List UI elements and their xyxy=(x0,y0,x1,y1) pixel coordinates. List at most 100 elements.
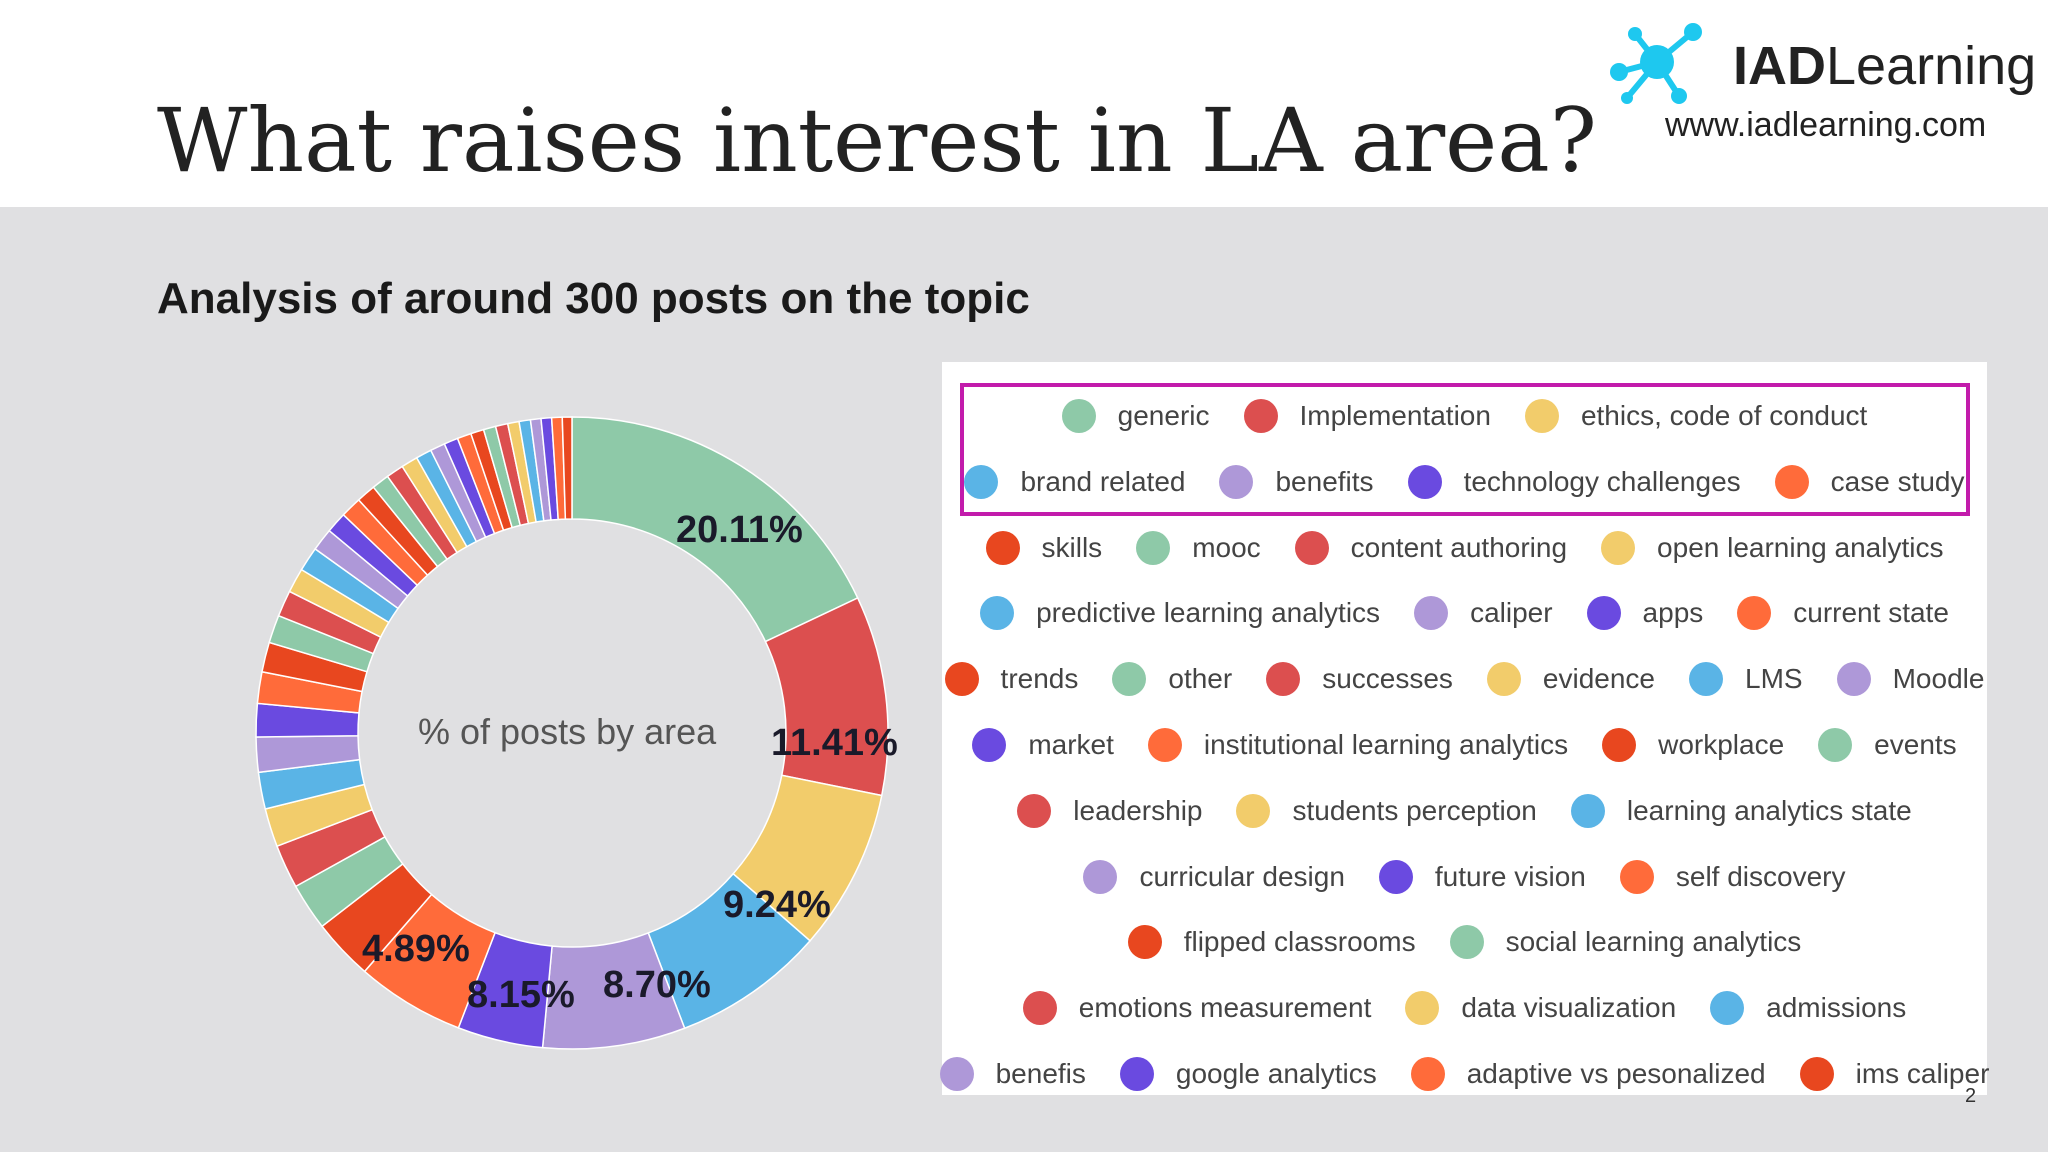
legend-dot-icon xyxy=(1602,728,1637,762)
donut-slice-slice-38 xyxy=(540,416,559,521)
legend-item: adaptive vs pesonalized xyxy=(1410,1057,1766,1091)
donut-slice-slice-21 xyxy=(314,529,409,610)
slice-label-technology-challenges: 4.89% xyxy=(362,928,470,970)
legend-dot-icon xyxy=(1266,662,1301,697)
donut-slice-slice-35 xyxy=(506,420,537,525)
donut-slice-slice-28 xyxy=(415,449,478,548)
donut-slice-implementation xyxy=(764,596,889,797)
legend-row: brand related benefits technology challeng… xyxy=(942,457,1987,507)
donut-slice-slice-34 xyxy=(494,422,530,527)
donut-slice-slice-40 xyxy=(561,416,573,520)
legend-dot-icon xyxy=(1799,1057,1834,1091)
donut-slice-slice-25 xyxy=(372,475,449,568)
slice-label-brand-related: 8.70% xyxy=(603,964,711,1006)
donut-slice-slice-20 xyxy=(300,547,400,624)
legend-label: flipped classrooms xyxy=(1183,926,1416,958)
legend-label: successes xyxy=(1322,663,1453,695)
legend-dot-icon xyxy=(1818,728,1853,762)
legend-label: ethics, code of conduct xyxy=(1580,400,1868,431)
donut-slice-slice-27 xyxy=(401,456,468,554)
legend-label: skills xyxy=(1041,531,1103,563)
legend-item: flipped classrooms xyxy=(1127,925,1416,960)
donut-slice-slice-12 xyxy=(257,758,366,810)
legend-item: workplace xyxy=(1602,728,1784,762)
slide-header: What raises interest in LA area? IADLear… xyxy=(0,0,2048,207)
legend-dot-icon xyxy=(1147,728,1182,762)
donut-slice-slice-15 xyxy=(256,670,363,714)
logo-wordmark-rest: Learning xyxy=(1826,36,2037,96)
legend-row: predictive learning analytics caliper apps… xyxy=(942,588,1987,638)
logo-url: www.iadlearning.com xyxy=(1665,106,1987,144)
donut-slice-slice-23 xyxy=(342,498,429,587)
legend-label: caliper xyxy=(1470,597,1553,629)
legend-dot-icon xyxy=(1112,662,1147,697)
legend-row: generic Implementation ethics, code of con… xyxy=(942,391,1987,441)
legend-dot-icon xyxy=(1405,991,1440,1026)
legend-dot-icon xyxy=(1449,925,1484,960)
legend-row: market institutional learning analytics wo… xyxy=(942,720,1987,770)
legend-item: evidence xyxy=(1486,662,1655,697)
donut-slice-slice-19 xyxy=(288,568,390,639)
legend-item: apps xyxy=(1586,596,1704,631)
legend-item: predictive learning analytics xyxy=(980,596,1380,631)
donut-slice-slice-17 xyxy=(268,614,375,673)
legend-item: curricular design xyxy=(1083,859,1345,894)
donut-slice-slice-39 xyxy=(550,416,567,521)
legend-dot-icon xyxy=(1022,991,1057,1026)
legend-item: successes xyxy=(1266,662,1453,697)
legend-label: institutional learning analytics xyxy=(1203,729,1569,760)
legend-item: LMS xyxy=(1689,662,1803,697)
legend-dot-icon xyxy=(1243,399,1278,433)
legend-item: ethics, code of conduct xyxy=(1524,399,1868,433)
legend-item: trends xyxy=(944,662,1079,697)
legend-row: benefis google analytics adaptive vs peson… xyxy=(939,1049,1989,1099)
legend-label: trends xyxy=(1000,663,1079,695)
legend-label: content authoring xyxy=(1350,531,1568,563)
legend-item: students perception xyxy=(1236,793,1537,828)
legend-item: current state xyxy=(1737,596,1949,631)
legend-label: LMS xyxy=(1745,663,1803,695)
legend-label: Implementation xyxy=(1299,400,1491,431)
legend-row: skills mooc content authoring open learning… xyxy=(942,523,1987,573)
legend-label: future vision xyxy=(1434,860,1586,892)
legend-item: admissions xyxy=(1710,991,1906,1026)
legend-dot-icon xyxy=(1378,859,1413,894)
legend-label: other xyxy=(1168,663,1233,695)
legend-label: apps xyxy=(1642,597,1704,629)
legend-label: data visualization xyxy=(1461,992,1677,1024)
legend-item: benefits xyxy=(1219,464,1374,499)
legend-dot-icon xyxy=(1774,464,1809,499)
legend-dot-icon xyxy=(1407,464,1442,499)
legend-item: benefis xyxy=(939,1057,1086,1091)
legend-dot-icon xyxy=(1414,596,1449,631)
legend-label: generic xyxy=(1117,400,1210,431)
legend-item: case study xyxy=(1774,464,1965,499)
legend-dot-icon xyxy=(1017,793,1052,828)
donut-slice-slice-36 xyxy=(518,418,545,523)
legend-label: leadership xyxy=(1073,794,1203,826)
legend-label: adaptive vs pesonalized xyxy=(1466,1058,1766,1089)
donut-slice-slice-13 xyxy=(255,734,361,774)
legend-dot-icon xyxy=(1127,925,1162,960)
legend-item: content authoring xyxy=(1294,530,1568,565)
slide-subtitle: Analysis of around 300 posts on the topi… xyxy=(157,274,1030,323)
legend-item: ims caliper xyxy=(1799,1057,1989,1091)
legend-item: open learning analytics xyxy=(1601,530,1943,565)
legend-label: market xyxy=(1028,729,1114,760)
legend-item: generic xyxy=(1061,399,1210,433)
legend-item: events xyxy=(1818,728,1957,762)
legend-label: technology challenges xyxy=(1463,465,1741,497)
slice-label-implementation: 11.41% xyxy=(771,722,898,764)
donut-slice-slice-14 xyxy=(255,702,360,738)
legend-highlight-box xyxy=(960,383,1970,516)
slice-label-ethics: 9.24% xyxy=(723,884,831,926)
slide-title: What raises interest in LA area? xyxy=(157,89,1597,192)
legend-dot-icon xyxy=(944,662,979,697)
legend-dot-icon xyxy=(1061,399,1096,433)
legend-item: Implementation xyxy=(1243,399,1491,433)
legend-label: curricular design xyxy=(1139,860,1345,892)
legend-label: Moodle xyxy=(1892,663,1985,695)
legend-label: events xyxy=(1874,729,1957,760)
legend-label: learning analytics state xyxy=(1626,794,1912,826)
legend-item: learning analytics state xyxy=(1570,793,1912,828)
